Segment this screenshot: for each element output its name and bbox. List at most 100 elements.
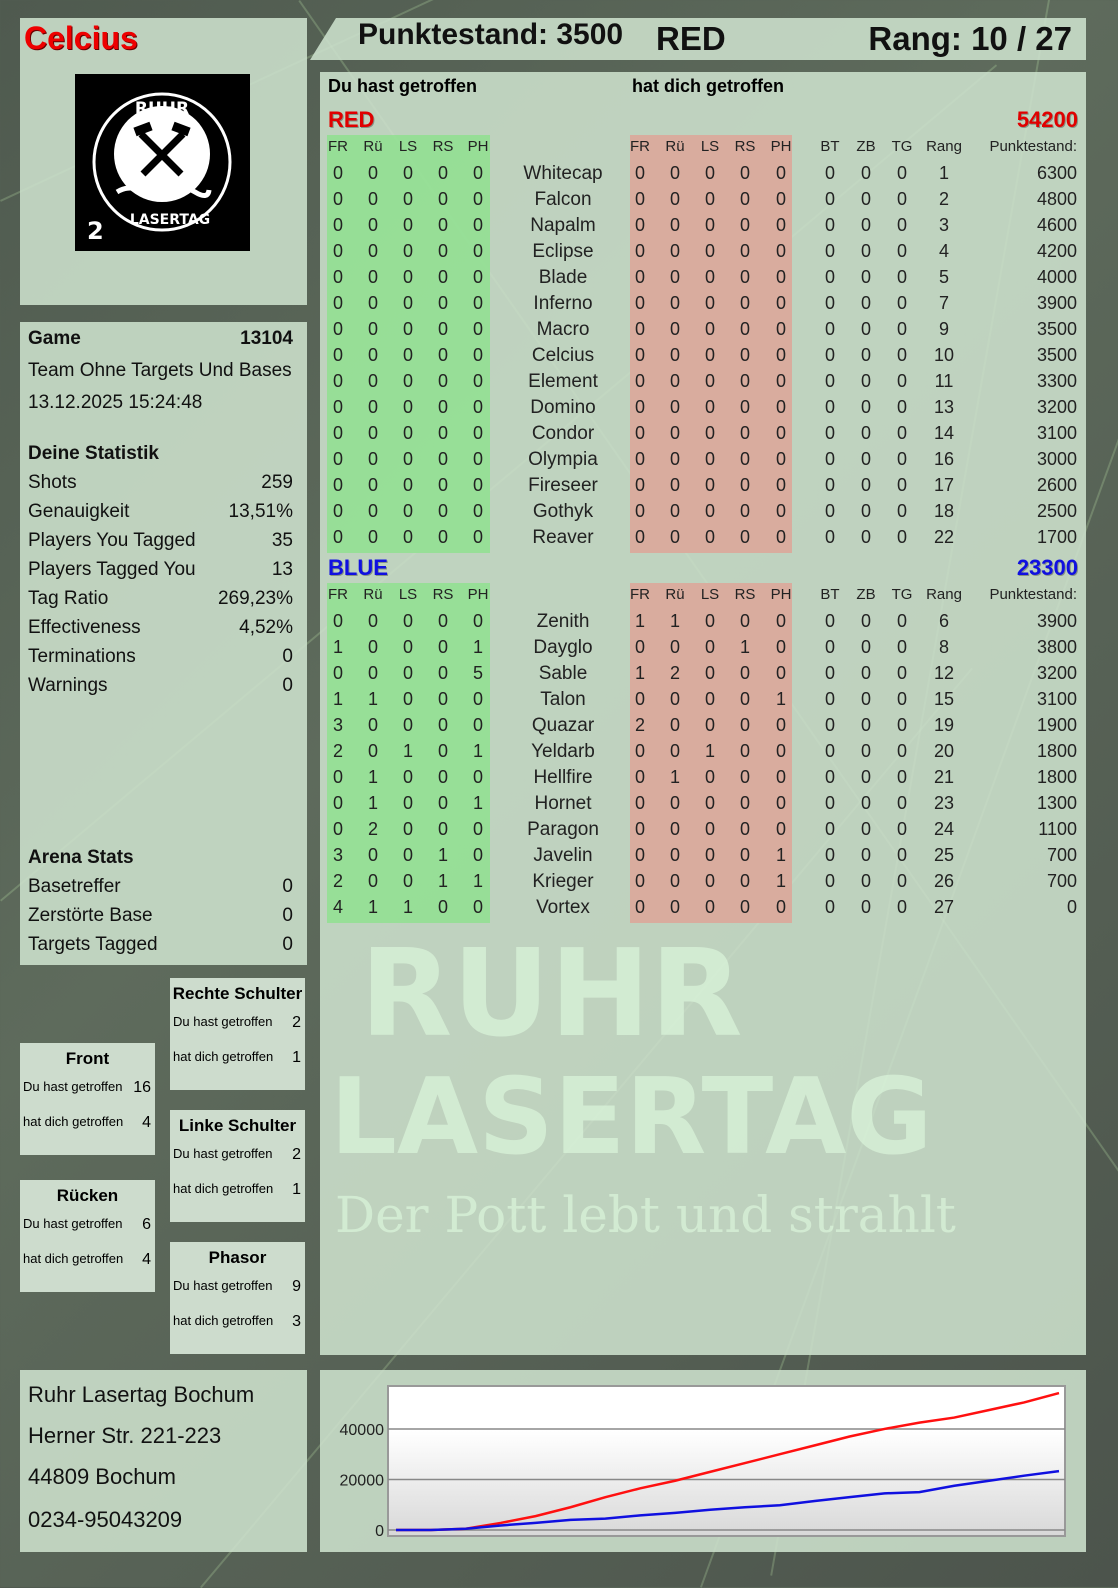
hit-you-cell: 0 — [669, 163, 680, 183]
hit-you-cell: 0 — [669, 689, 680, 709]
column-header: LS — [700, 138, 720, 155]
body-part-you-row: Du hast getroffen 6 — [23, 1216, 151, 1234]
extra-cell: 0 — [896, 397, 907, 417]
you-hit-cell: 1 — [332, 637, 343, 657]
player-name-cell: Krieger — [532, 871, 594, 892]
you-hit-cell: 0 — [437, 663, 448, 683]
hit-you-cell: 0 — [775, 741, 786, 761]
hit-you-cell: 0 — [775, 267, 786, 287]
hit-you-cell: 0 — [634, 319, 645, 339]
score-cell: 3300 — [1036, 371, 1077, 391]
hit-you-cell: 0 — [669, 293, 680, 313]
address-line: Herner Str. 221-223 — [28, 1423, 222, 1448]
body-part-title: Front — [65, 1049, 110, 1068]
player-name: Celcius — [24, 20, 138, 56]
you-hit-cell: 1 — [472, 793, 483, 813]
player-name-cell: Dayglo — [533, 637, 593, 658]
hit-you-cell: 0 — [739, 501, 750, 521]
hit-you-cell: 0 — [634, 527, 645, 547]
body-part-box: Rechte Schulter Du hast getroffen 2 hat dic… — [170, 978, 305, 1090]
hit-you-cell: 0 — [739, 741, 750, 761]
player-name-cell: Talon — [540, 689, 586, 710]
header-bar: Punktestand: 3500 RED Rang: 10 / 27 — [310, 18, 1086, 60]
stat-value: 259 — [261, 472, 293, 493]
you-hit-cell: 0 — [367, 715, 378, 735]
body-part-box: Rücken Du hast getroffen 6 hat dich getroff… — [20, 1180, 155, 1292]
rank-cell: 9 — [938, 319, 949, 339]
you-hit-cell: 0 — [472, 819, 483, 839]
you-hit-cell: 0 — [437, 449, 448, 469]
extra-cell: 0 — [824, 819, 835, 839]
hit-you-value: 1 — [292, 1181, 301, 1198]
body-part-you-row: Du hast getroffen 2 — [173, 1014, 301, 1032]
extra-cell: 0 — [860, 871, 871, 891]
extra-cell: 0 — [860, 319, 871, 339]
player-rank: Rang: 10 / 27 — [868, 20, 1072, 57]
hit-you-cell: 0 — [739, 897, 750, 917]
you-hit-cell: 0 — [472, 293, 483, 313]
hit-you-cell: 0 — [775, 345, 786, 365]
you-hit-cell: 2 — [332, 871, 343, 891]
hit-you-cell: 0 — [669, 897, 680, 917]
column-header: Rü — [665, 586, 685, 603]
hit-you-cell: 0 — [704, 819, 715, 839]
extra-cell: 0 — [824, 163, 835, 183]
arena-row: Basetreffer 0 — [28, 876, 293, 898]
column-header: Rang — [926, 138, 962, 155]
hit-you-cell: 0 — [704, 345, 715, 365]
score-cell: 4800 — [1036, 189, 1077, 209]
hit-you-cell: 0 — [739, 397, 750, 417]
hit-you-value: 4 — [142, 1114, 151, 1131]
you-hit-cell: 0 — [472, 267, 483, 287]
hit-you-cell: 0 — [739, 527, 750, 547]
hit-you-cell: 0 — [739, 293, 750, 313]
hit-you-block — [630, 135, 792, 553]
extra-cell: 0 — [824, 793, 835, 813]
stat-label: Shots — [28, 472, 77, 493]
team-total: 54200 — [1016, 107, 1078, 132]
hit-you-cell: 0 — [739, 715, 750, 735]
stat-row: Players You Tagged 35 — [28, 530, 293, 552]
extra-cell: 0 — [896, 793, 907, 813]
rank-cell: 21 — [933, 767, 955, 787]
hit-you-cell: 0 — [704, 241, 715, 261]
extra-cell: 0 — [860, 397, 871, 417]
stat-row: Players Tagged You 13 — [28, 559, 293, 581]
hit-you-label: hat dich getroffen — [173, 1181, 274, 1196]
hit-you-cell: 0 — [704, 475, 715, 495]
you-hit-cell: 0 — [402, 637, 413, 657]
hit-you-cell: 0 — [739, 767, 750, 787]
hit-you-cell: 0 — [669, 423, 680, 443]
player-panel: Celcius RUHR LASERTAG 2 — [20, 18, 307, 305]
player-name-cell: Reaver — [532, 527, 594, 548]
you-hit-cell: 0 — [402, 871, 413, 891]
hit-you-cell: 0 — [704, 527, 715, 547]
extra-cell: 0 — [896, 871, 907, 891]
column-header: TG — [891, 138, 913, 155]
hit-you-cell: 0 — [775, 189, 786, 209]
player-name-cell: Falcon — [534, 189, 592, 210]
you-hit-cell: 0 — [332, 663, 343, 683]
you-hit-cell: 1 — [367, 897, 378, 917]
hit-you-cell: 0 — [669, 793, 680, 813]
rank-cell: 23 — [933, 793, 955, 813]
you-hit-cell: 0 — [402, 163, 413, 183]
you-hit-cell: 0 — [472, 423, 483, 443]
stat-label: Tag Ratio — [28, 588, 109, 609]
you-hit-cell: 0 — [332, 423, 343, 443]
column-header: PH — [467, 138, 489, 155]
rank-cell: 26 — [933, 871, 955, 891]
you-hit-cell: 0 — [437, 319, 448, 339]
score-cell: 1800 — [1036, 767, 1077, 787]
you-hit-cell: 0 — [402, 663, 413, 683]
rank-cell: 20 — [933, 741, 955, 761]
hit-you-cell: 0 — [739, 215, 750, 235]
you-hit-cell: 0 — [402, 475, 413, 495]
rank-cell: 2 — [938, 189, 949, 209]
club-logo: RUHR LASERTAG 2 — [75, 74, 250, 251]
player-name-cell: Inferno — [533, 293, 593, 314]
you-hit-cell: 1 — [472, 637, 483, 657]
you-hit-cell: 0 — [332, 819, 343, 839]
player-name-cell: Napalm — [530, 215, 596, 236]
stat-value: 0 — [282, 675, 293, 696]
